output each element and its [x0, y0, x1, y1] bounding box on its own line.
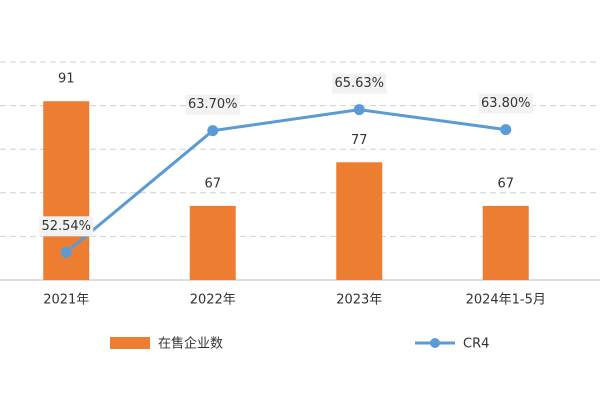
legend-label: 在售企业数	[158, 336, 223, 352]
line-point	[353, 104, 365, 116]
line-point	[207, 125, 219, 137]
line-value-label: 63.80%	[481, 96, 531, 111]
legend-marker	[430, 338, 440, 348]
label-box	[478, 93, 533, 114]
legend-label: CR4	[463, 337, 489, 352]
line-value-label: 63.70%	[188, 97, 238, 112]
label-box	[185, 94, 240, 115]
line-point	[500, 124, 512, 136]
bar-value-label: 91	[58, 72, 75, 87]
bar-value-label: 67	[497, 176, 514, 191]
x-tick-label: 2024年1-5月	[466, 293, 546, 308]
bar	[189, 205, 236, 280]
x-tick-label: 2021年	[43, 293, 89, 308]
line-value-label: 65.63%	[334, 76, 384, 91]
x-tick-label: 2023年	[336, 293, 382, 308]
label-box	[39, 216, 94, 237]
bar-value-label: 77	[351, 133, 368, 148]
x-tick-label: 2022年	[190, 293, 236, 308]
legend-swatch	[110, 337, 150, 349]
line	[65, 108, 506, 254]
line-value-label: 52.54%	[41, 219, 91, 234]
bar	[482, 205, 529, 280]
bar	[336, 162, 383, 280]
bar-value-label: 67	[204, 176, 221, 191]
line-point	[60, 246, 72, 258]
label-box	[332, 73, 387, 94]
